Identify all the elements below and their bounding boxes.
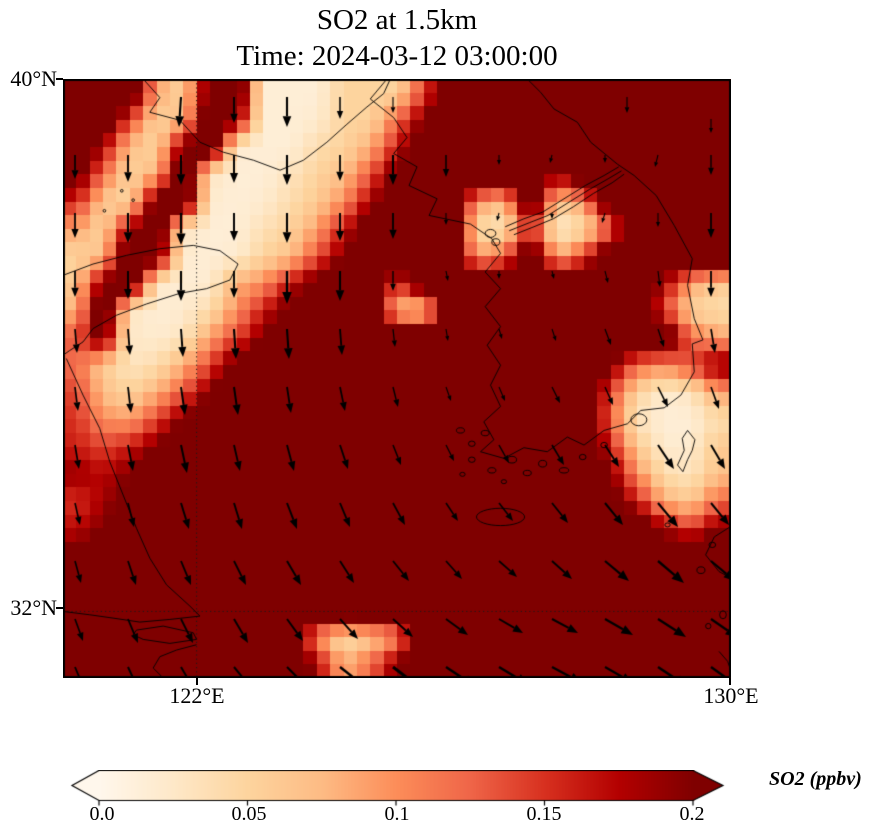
title-line-2: Time: 2024-03-12 03:00:00: [236, 40, 558, 72]
x-tickmark-130e: [729, 678, 731, 685]
colorbar-tick-0: 0.0: [89, 803, 115, 825]
colorbar: [63, 770, 731, 810]
colorbar-label: SO2 (ppbv): [769, 768, 862, 790]
colorbar-tick-1: 0.05: [231, 803, 267, 825]
x-tick-122e: 122°E: [169, 683, 225, 708]
colorbar-tick-3: 0.15: [526, 803, 562, 825]
y-tickmark-32n: [56, 607, 63, 609]
y-tick-32n: 32°N: [10, 595, 57, 620]
colorbar-tick-2: 0.1: [384, 803, 410, 825]
colorbar-tick-4: 0.2: [679, 803, 705, 825]
title-line-1: SO2 at 1.5km: [316, 4, 478, 36]
y-tick-40n: 40°N: [10, 66, 57, 91]
colorbar-canvas: [63, 770, 731, 810]
x-tick-130e: 130°E: [703, 683, 759, 708]
y-tickmark-40n: [56, 78, 63, 80]
x-tickmark-122e: [196, 678, 198, 685]
so2-heatmap-canvas: [63, 79, 731, 678]
map-plot-area: [63, 79, 731, 678]
figure-title: SO2 at 1.5km Time: 2024-03-12 03:00:00: [63, 2, 731, 74]
